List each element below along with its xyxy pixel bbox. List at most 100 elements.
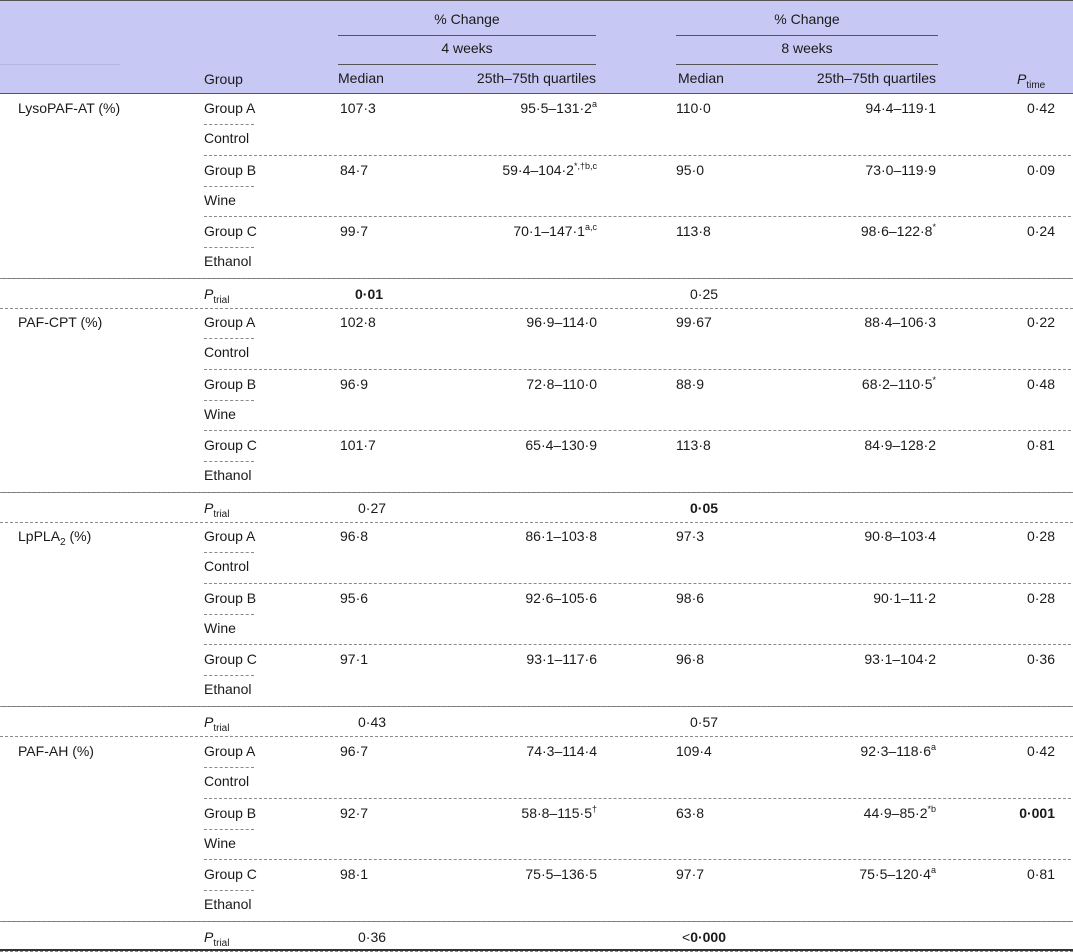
quartiles-4w: 65·4–130·9 <box>525 437 597 453</box>
p-trial-4w: 0·01 <box>355 285 384 302</box>
p-trial-p: P <box>204 928 214 945</box>
p-time: 0·09 <box>1026 161 1055 178</box>
group-name: Group B <box>204 804 257 821</box>
measure-label: LpPLA2 (%) <box>18 528 92 548</box>
quartiles-8w: 92·3–118·6a <box>860 742 936 760</box>
quartiles-4w: 70·1–147·1a,c <box>513 222 597 240</box>
group-sub: Ethanol <box>204 253 252 269</box>
header-weeks-8: 8 weeks <box>781 40 833 56</box>
p-trial-8w-value: 0·57 <box>690 713 719 730</box>
group-dash <box>204 675 254 676</box>
median-4w: 96·9 <box>340 375 369 392</box>
group-name: Group B <box>204 161 257 178</box>
p-trial-sub: trial <box>213 937 230 949</box>
group-dash <box>204 552 254 553</box>
p-trial-sub: trial <box>213 722 230 734</box>
section-rule-dash <box>0 491 1073 493</box>
p-time: 0·28 <box>1026 589 1055 606</box>
section-end-rule <box>0 521 1073 523</box>
median-4w: 107·3 <box>340 100 376 116</box>
quartiles-4w: 95·5–131·2a <box>520 99 597 117</box>
p-trial-4w: 0·27 <box>358 499 387 516</box>
group-dash <box>204 124 254 125</box>
measure-label: PAF-AH (%) <box>18 743 94 759</box>
quartiles-4w: 75·5–136·5 <box>525 866 597 882</box>
quartiles-4w: 92·6–105·6 <box>525 589 597 606</box>
quartiles-8w: 44·9–85·2*b <box>863 803 936 821</box>
header-rule-8b <box>676 64 938 65</box>
p-trial-4w: 0·36 <box>358 928 387 945</box>
p-trial-8w-value: 0·05 <box>690 499 719 516</box>
group-dash <box>204 399 254 401</box>
median-8w: 113·8 <box>676 223 711 239</box>
quartiles-8w: 90·8–103·4 <box>864 528 936 544</box>
group-name: Group B <box>204 589 257 606</box>
header-median-4: Median <box>338 70 384 86</box>
section-rule-dash <box>0 705 1073 707</box>
median-4w: 98·1 <box>340 866 369 882</box>
quartiles-8w: 68·2–110·5* <box>861 374 936 392</box>
quartiles-8w: 75·5–120·4a <box>859 865 936 883</box>
p-trial-8w: <0·000 <box>682 928 726 945</box>
header-quartiles-8: 25th–75th quartiles <box>816 70 936 86</box>
group-dash <box>204 185 254 187</box>
group-sub: Control <box>204 344 250 360</box>
section-rule-dash <box>0 277 1073 279</box>
median-8w: 97·3 <box>676 528 705 544</box>
section-end-rule <box>0 307 1073 309</box>
p-time: 0·81 <box>1026 866 1055 882</box>
p-time: 0·24 <box>1026 223 1055 239</box>
median-4w: 96·7 <box>340 743 369 759</box>
median-4w: 97·1 <box>340 651 369 667</box>
measure-label: PAF-CPT (%) <box>18 314 103 330</box>
median-4w: 101·7 <box>340 437 376 453</box>
row-separator <box>204 859 1071 860</box>
p-time: 0·42 <box>1026 100 1055 116</box>
quartiles-4w: 72·8–110·0 <box>526 375 597 392</box>
p-trial-p: P <box>204 713 214 730</box>
quartiles-8w-sup: *b <box>927 803 936 814</box>
quartiles-4w: 96·9–114·0 <box>526 314 597 330</box>
group-sub: Control <box>204 773 250 789</box>
p-trial-p: P <box>204 285 214 302</box>
p-trial-8w-value: 0·000 <box>690 928 726 945</box>
quartiles-4w: 86·1–103·8 <box>525 528 597 544</box>
header-quartiles-4: 25th–75th quartiles <box>476 70 596 86</box>
group-name: Group A <box>204 743 256 759</box>
group-name: Group B <box>204 375 257 392</box>
group-name: Group C <box>204 223 257 239</box>
ptime-sub: time <box>1026 80 1046 91</box>
median-8w: 88·9 <box>676 375 705 392</box>
quartiles-8w: 73·0–119·9 <box>865 161 936 178</box>
quartiles-8w: 93·1–104·2 <box>864 651 936 667</box>
group-sub: Ethanol <box>204 467 252 483</box>
quartiles-4w-sup: a <box>591 99 597 109</box>
group-dash <box>204 461 254 462</box>
group-sub: Wine <box>204 405 236 422</box>
p-trial-p: P <box>204 499 214 516</box>
p-trial-8w: 0·57 <box>690 713 718 731</box>
quartiles-8w: 84·9–128·2 <box>864 437 936 453</box>
median-4w: 102·8 <box>340 314 376 330</box>
p-trial-sub: trial <box>213 508 230 520</box>
group-dash <box>204 828 254 830</box>
header-rule-8 <box>676 35 938 36</box>
median-8w: 97·7 <box>676 866 705 882</box>
quartiles-4w: 93·1–117·6 <box>526 651 597 667</box>
p-time: 0·42 <box>1026 743 1055 759</box>
group-sub: Ethanol <box>204 681 252 697</box>
header-ptime: Ptime <box>1017 70 1046 91</box>
quartiles-8w-sup: a <box>930 742 936 752</box>
p-time: 0·28 <box>1026 528 1055 544</box>
median-8w: 95·0 <box>676 161 705 178</box>
median-8w: 63·8 <box>676 804 705 821</box>
p-time: 0·81 <box>1026 437 1055 453</box>
p-trial-label: Ptrial <box>204 713 230 734</box>
group-name: Group A <box>204 528 256 544</box>
p-time: 0·22 <box>1026 314 1055 330</box>
table-bottom-rule <box>0 949 1073 951</box>
group-sub: Wine <box>204 619 236 636</box>
group-name: Group C <box>204 866 257 882</box>
row-separator <box>204 368 1071 370</box>
